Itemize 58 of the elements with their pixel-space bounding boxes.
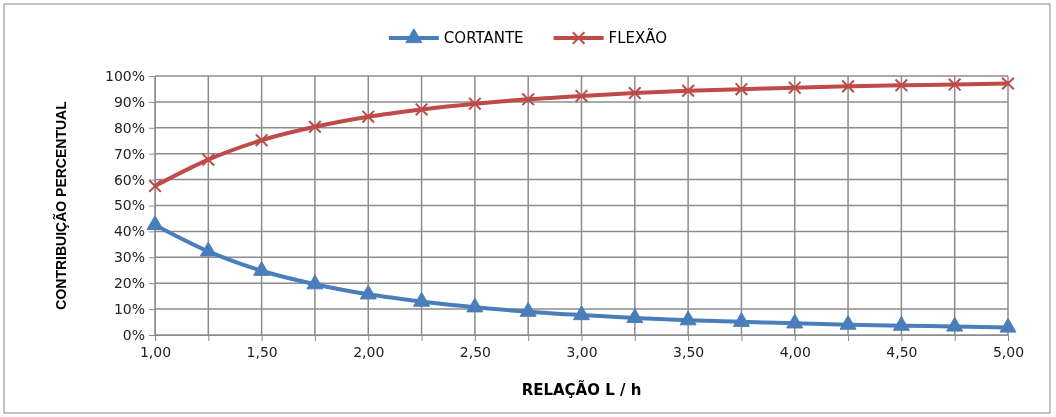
point bbox=[413, 291, 431, 307]
legend-label: CORTANTE bbox=[443, 29, 524, 47]
point bbox=[359, 284, 377, 300]
y-tick-label: 90% bbox=[113, 93, 145, 110]
point bbox=[306, 274, 324, 290]
point bbox=[786, 313, 804, 329]
point bbox=[787, 80, 802, 95]
point bbox=[732, 312, 750, 327]
x-tick-label: 4,50 bbox=[886, 343, 918, 360]
point bbox=[734, 82, 749, 97]
point bbox=[946, 316, 964, 332]
point bbox=[681, 83, 695, 98]
x-tick-label: 4,00 bbox=[779, 343, 811, 360]
y-tick-label: 80% bbox=[113, 119, 145, 136]
point bbox=[1001, 76, 1015, 91]
point bbox=[679, 310, 697, 326]
point bbox=[308, 119, 322, 134]
x-axis-title: RELAÇÃO L / h bbox=[521, 380, 642, 399]
point bbox=[361, 109, 376, 124]
point bbox=[519, 301, 537, 317]
point bbox=[201, 152, 216, 167]
y-tick-label: 20% bbox=[113, 275, 145, 292]
x-tick-label: 1,50 bbox=[246, 343, 278, 360]
x-tick-label: 2,50 bbox=[459, 343, 491, 360]
point bbox=[148, 179, 162, 193]
point bbox=[414, 102, 429, 117]
point bbox=[892, 315, 910, 331]
y-tick-label: 30% bbox=[113, 249, 145, 266]
point bbox=[146, 215, 164, 231]
point bbox=[468, 96, 482, 111]
y-tick-label: 70% bbox=[113, 145, 145, 162]
point bbox=[841, 79, 855, 94]
point bbox=[521, 92, 535, 107]
point bbox=[894, 78, 909, 93]
x-tick-label: 5,00 bbox=[992, 343, 1025, 360]
point bbox=[199, 241, 217, 257]
x-tick-label: 2,00 bbox=[353, 343, 385, 360]
y-tick-label: 50% bbox=[113, 197, 145, 214]
point bbox=[999, 317, 1017, 333]
y-tick-label: 60% bbox=[113, 171, 145, 188]
y-tick-label: 40% bbox=[113, 223, 145, 240]
y-tick-label: 10% bbox=[113, 301, 145, 318]
point bbox=[628, 86, 642, 100]
point bbox=[466, 297, 484, 313]
point bbox=[626, 308, 644, 324]
y-axis-title: CONTRIBUIÇÃO PERCENTUAL bbox=[52, 100, 69, 310]
point bbox=[573, 305, 590, 321]
point bbox=[574, 89, 589, 103]
y-tick-label: 0% bbox=[122, 326, 145, 343]
point bbox=[947, 77, 962, 92]
point bbox=[839, 314, 857, 330]
y-tick-label: 100% bbox=[104, 67, 145, 84]
x-tick-label: 3,00 bbox=[566, 343, 598, 360]
point bbox=[254, 133, 269, 148]
legend-label: FLEXÃO bbox=[608, 28, 668, 47]
x-tick-label: 3,50 bbox=[673, 343, 705, 360]
x-tick-label: 1,00 bbox=[139, 343, 172, 360]
point bbox=[253, 261, 271, 276]
